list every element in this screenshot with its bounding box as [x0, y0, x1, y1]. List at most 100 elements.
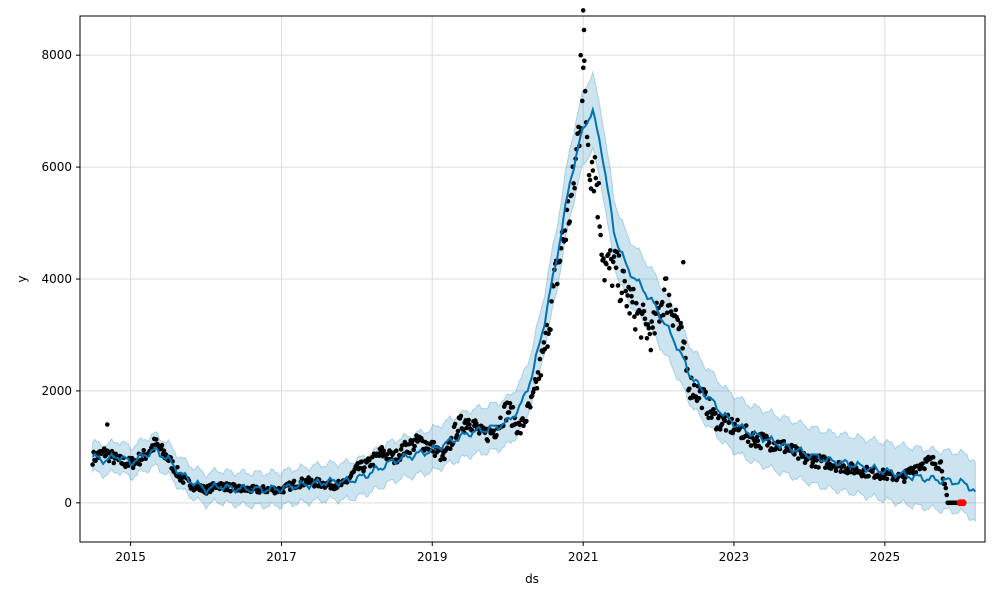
- observed-point: [920, 461, 925, 466]
- observed-point: [932, 461, 938, 467]
- observed-point: [781, 439, 787, 444]
- observed-point: [634, 300, 639, 306]
- observed-point: [722, 418, 728, 424]
- observed-point: [494, 433, 499, 438]
- observed-point: [581, 27, 587, 33]
- observed-point: [598, 232, 603, 238]
- observed-point: [611, 254, 617, 259]
- observed-point: [466, 417, 471, 423]
- observed-point: [745, 439, 751, 445]
- observed-point: [455, 428, 461, 434]
- observed-point: [625, 293, 630, 298]
- observed-point: [681, 259, 686, 265]
- observed-point: [159, 442, 165, 448]
- grid-layer: [80, 16, 985, 542]
- observed-point: [629, 294, 634, 299]
- observed-point: [412, 443, 417, 449]
- observed-point: [394, 448, 399, 454]
- observed-point: [438, 457, 443, 463]
- x-tick-label: 2019: [417, 550, 448, 564]
- observed-point: [581, 65, 586, 71]
- observed-point: [510, 404, 516, 410]
- observed-point: [521, 423, 526, 429]
- observed-point: [518, 431, 523, 436]
- observed-point: [767, 440, 772, 446]
- observed-point: [939, 468, 945, 474]
- y-axis-ticks: 0 2000 4000 6000 8000: [41, 48, 80, 510]
- observed-point: [696, 396, 702, 401]
- observed-point: [648, 347, 654, 353]
- observed-point: [751, 437, 757, 443]
- observed-point: [105, 422, 110, 427]
- observed-point: [610, 259, 616, 265]
- observed-point: [369, 454, 375, 460]
- y-tick-label: 8000: [41, 48, 72, 62]
- observed-point: [139, 457, 145, 462]
- observed-point: [792, 452, 797, 457]
- observed-point: [551, 284, 556, 289]
- observed-point: [663, 276, 669, 281]
- observed-point: [713, 410, 718, 416]
- observed-point: [661, 312, 666, 318]
- observed-point: [652, 331, 657, 336]
- observed-point: [604, 261, 609, 267]
- observed-point: [590, 168, 596, 173]
- observed-point: [687, 386, 692, 392]
- observed-point: [584, 134, 590, 140]
- observed-point: [647, 331, 653, 337]
- observed-point: [536, 376, 542, 382]
- observed-point: [432, 453, 438, 459]
- observed-point: [703, 389, 708, 395]
- x-tick-label: 2017: [266, 550, 297, 564]
- observed-point: [719, 421, 725, 427]
- observed-point: [870, 469, 875, 475]
- observed-point: [841, 463, 846, 468]
- observed-point: [381, 448, 387, 454]
- observed-point: [682, 340, 687, 345]
- observed-point: [675, 317, 681, 323]
- observed-point: [557, 258, 563, 264]
- observed-point: [209, 487, 215, 493]
- observed-point: [548, 327, 553, 333]
- observed-point: [678, 320, 683, 326]
- observed-point: [717, 427, 723, 432]
- observed-point: [660, 299, 665, 305]
- observed-point: [458, 413, 464, 419]
- observed-point: [755, 438, 761, 444]
- observed-point: [362, 465, 367, 470]
- observed-point: [506, 410, 512, 415]
- observed-point: [597, 224, 602, 229]
- observed-point: [137, 462, 143, 467]
- y-axis-title: y: [15, 275, 29, 282]
- y-tick-label: 4000: [41, 272, 72, 286]
- observed-point: [646, 325, 652, 331]
- observed-point: [175, 465, 180, 470]
- observed-point: [153, 437, 159, 442]
- observed-point: [814, 458, 819, 463]
- observed-point: [606, 252, 611, 257]
- uncertainty-band: [92, 70, 976, 523]
- observed-point: [673, 307, 679, 313]
- observed-point: [141, 448, 146, 453]
- observed-point: [180, 480, 186, 485]
- observed-point: [601, 256, 606, 261]
- observed-point: [624, 303, 629, 309]
- observed-point: [679, 324, 684, 330]
- observed-point: [454, 432, 460, 438]
- observed-point: [627, 311, 632, 316]
- observed-point: [645, 322, 651, 327]
- observed-point: [538, 373, 544, 378]
- observed-point: [664, 310, 670, 316]
- observed-point: [498, 415, 503, 421]
- observed-point: [563, 237, 569, 243]
- observed-point: [399, 443, 405, 448]
- observed-point: [930, 454, 936, 460]
- observed-point: [743, 423, 749, 428]
- observed-point: [711, 407, 716, 412]
- observed-point: [709, 415, 714, 420]
- observed-point: [943, 485, 949, 491]
- observed-point: [884, 476, 890, 482]
- observed-point: [586, 172, 592, 178]
- observed-point: [580, 8, 586, 13]
- observed-point: [630, 299, 635, 305]
